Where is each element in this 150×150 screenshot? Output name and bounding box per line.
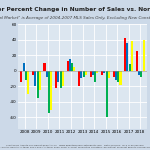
Bar xyxy=(136,51,138,71)
Bar xyxy=(66,61,69,71)
Bar xyxy=(94,71,96,82)
Bar xyxy=(108,71,110,78)
Bar xyxy=(140,71,142,77)
Bar xyxy=(78,71,80,86)
Bar xyxy=(23,63,25,71)
Text: Westminster Percent Change in Number of Sales vs. Normal Market: Westminster Percent Change in Number of … xyxy=(0,8,150,12)
Bar xyxy=(142,40,145,71)
Bar xyxy=(106,71,108,117)
Bar xyxy=(57,71,59,82)
Bar xyxy=(71,63,73,71)
Bar xyxy=(25,71,27,80)
Bar xyxy=(131,41,133,71)
Bar xyxy=(80,71,82,78)
Bar xyxy=(117,71,119,82)
Bar xyxy=(126,44,128,71)
Bar xyxy=(103,71,105,73)
Bar xyxy=(85,71,87,75)
Bar xyxy=(83,71,85,77)
Bar xyxy=(27,71,29,94)
Bar xyxy=(32,71,34,75)
Bar xyxy=(101,71,103,75)
Bar xyxy=(46,71,48,77)
Bar xyxy=(60,71,62,88)
Bar xyxy=(48,71,50,113)
Bar xyxy=(55,71,57,88)
Bar xyxy=(129,64,131,71)
Bar xyxy=(115,71,117,80)
Bar xyxy=(69,59,71,71)
Text: Denver Area: DMAR, REMAX, C-team 2004-2017; C-team 2006-2018; 5-2018; Properties: Denver Area: DMAR, REMAX, C-team 2004-20… xyxy=(0,147,150,148)
Bar xyxy=(120,71,122,85)
Bar xyxy=(96,71,99,73)
Bar xyxy=(90,71,92,77)
Bar xyxy=(44,63,45,71)
Bar xyxy=(73,67,75,71)
Bar xyxy=(39,71,41,90)
Bar xyxy=(62,71,64,86)
Bar xyxy=(138,71,140,75)
Bar xyxy=(20,71,22,82)
Bar xyxy=(124,38,126,71)
Bar xyxy=(92,71,94,75)
Text: "Normal Market" is Average of 2004-2007 MLS Sales Only, Excluding New Constructi: "Normal Market" is Average of 2004-2007 … xyxy=(0,16,150,21)
Bar xyxy=(50,71,52,110)
Bar xyxy=(113,71,115,77)
Text: Created by Agente For Market Reports LLC   www.agentesformarketreports.com   Dat: Created by Agente For Market Reports LLC… xyxy=(6,145,144,146)
Bar xyxy=(37,71,39,98)
Bar xyxy=(34,71,36,86)
